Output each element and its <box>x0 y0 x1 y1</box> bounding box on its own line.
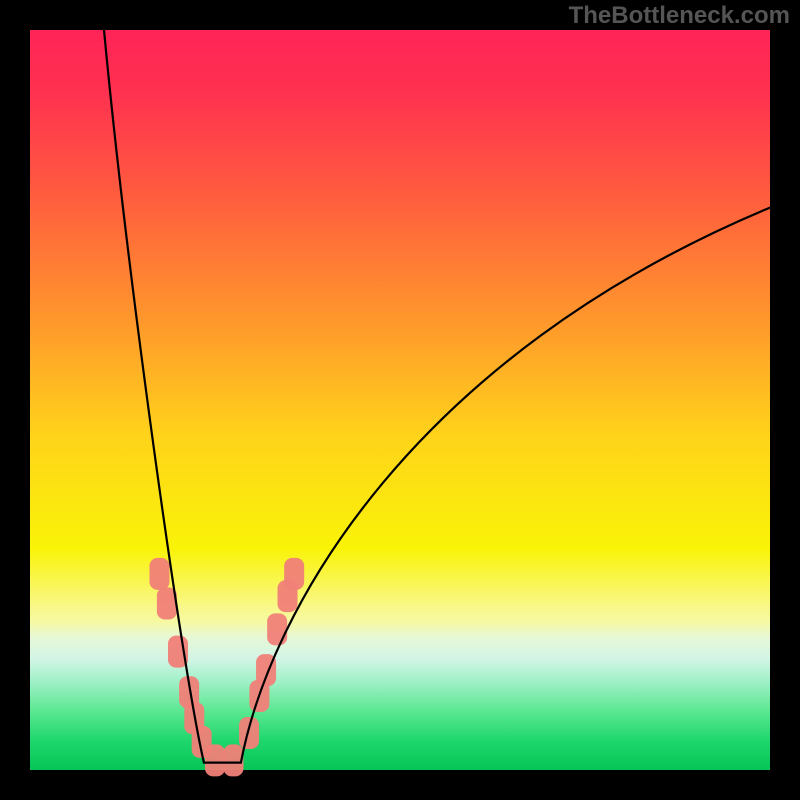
curve-marker <box>150 558 170 590</box>
curve-marker <box>239 717 259 749</box>
chart-root: TheBottleneck.com <box>0 0 800 800</box>
curve-marker <box>267 613 287 645</box>
plot-background <box>30 30 770 770</box>
curve-marker <box>205 744 225 776</box>
curve-marker <box>284 558 304 590</box>
chart-svg <box>0 0 800 800</box>
